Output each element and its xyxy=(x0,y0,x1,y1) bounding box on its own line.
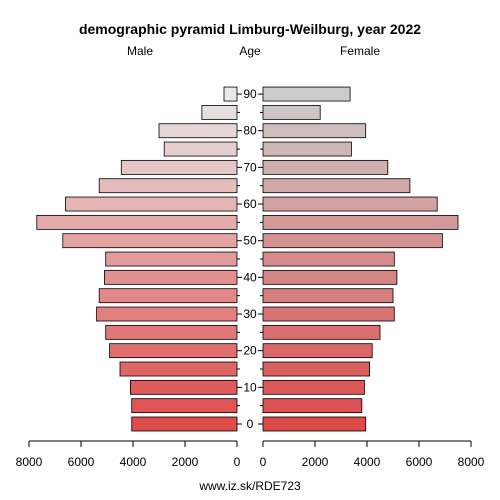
age-tick-label: 50 xyxy=(243,234,257,248)
female-bar-age-20 xyxy=(262,343,373,359)
female-bar-age-60 xyxy=(262,196,438,212)
male-x-tick-label: 4000 xyxy=(120,455,147,469)
male-x-tick-label: 6000 xyxy=(68,455,95,469)
male-bar-age-10 xyxy=(129,379,238,395)
age-tick-label: 20 xyxy=(243,344,257,358)
female-x-tick-label: 2000 xyxy=(302,455,329,469)
male-bar-age-20 xyxy=(109,343,238,359)
female-x-tick-label: 0 xyxy=(260,455,267,469)
female-bar-age-25 xyxy=(262,324,381,340)
male-bar-age-55 xyxy=(36,214,238,230)
age-tick-label: 70 xyxy=(243,160,257,174)
age-tick-label: 10 xyxy=(243,380,257,394)
female-bar-age-0 xyxy=(262,416,367,432)
female-bar-age-80 xyxy=(262,123,367,139)
male-bar-age-60 xyxy=(65,196,238,212)
age-tick-label: 60 xyxy=(243,197,257,211)
male-x-tick-label: 0 xyxy=(234,455,241,469)
female-bar-age-85 xyxy=(262,104,321,120)
female-bar-age-45 xyxy=(262,251,395,267)
age-tick-label: 40 xyxy=(243,270,257,284)
male-bar-age-85 xyxy=(201,104,238,120)
male-x-tick-label: 8000 xyxy=(16,455,43,469)
male-bar-age-35 xyxy=(98,288,238,304)
female-x-tick-label: 4000 xyxy=(354,455,381,469)
female-x-tick-label: 6000 xyxy=(406,455,433,469)
age-axis-label: Age xyxy=(239,44,261,58)
female-bar-age-75 xyxy=(262,141,352,157)
female-bar-age-90 xyxy=(262,86,351,102)
male-bar-age-90 xyxy=(223,86,238,102)
age-tick-label: 30 xyxy=(243,307,257,321)
age-tick-label: 80 xyxy=(243,124,257,138)
female-x-tick-label: 8000 xyxy=(458,455,485,469)
female-label: Female xyxy=(340,44,380,58)
female-bar-age-55 xyxy=(262,214,459,230)
chart-title: demographic pyramid Limburg-Weilburg, ye… xyxy=(79,21,421,37)
female-bar-age-10 xyxy=(262,379,365,395)
female-bar-age-35 xyxy=(262,288,394,304)
female-bar-age-30 xyxy=(262,306,395,322)
female-bar-age-40 xyxy=(262,269,398,285)
source-footer: www.iz.sk/RDE723 xyxy=(198,479,301,493)
female-bar-age-50 xyxy=(262,233,443,249)
male-bar-age-50 xyxy=(62,233,238,249)
male-bar-age-30 xyxy=(96,306,238,322)
female-bar-age-70 xyxy=(262,159,389,175)
male-bar-age-80 xyxy=(158,123,238,139)
male-bar-age-5 xyxy=(131,398,238,414)
female-bar-age-15 xyxy=(262,361,370,377)
male-bar-age-65 xyxy=(98,178,238,194)
male-bar-age-45 xyxy=(105,251,238,267)
male-x-tick-label: 2000 xyxy=(172,455,199,469)
male-bar-age-25 xyxy=(105,324,238,340)
male-label: Male xyxy=(127,44,153,58)
male-bar-age-40 xyxy=(104,269,238,285)
age-tick-label: 0 xyxy=(247,417,254,431)
age-tick-label: 90 xyxy=(243,87,257,101)
axes-group: 8000 6000 4000 2000 0 0 2000 4000 6000 8000 0 10 20 3… xyxy=(16,87,485,469)
male-bar-age-70 xyxy=(120,159,238,175)
female-bar-age-5 xyxy=(262,398,363,414)
male-bar-age-15 xyxy=(119,361,238,377)
male-bar-age-75 xyxy=(163,141,238,157)
female-bar-age-65 xyxy=(262,178,411,194)
male-bar-age-0 xyxy=(131,416,238,432)
